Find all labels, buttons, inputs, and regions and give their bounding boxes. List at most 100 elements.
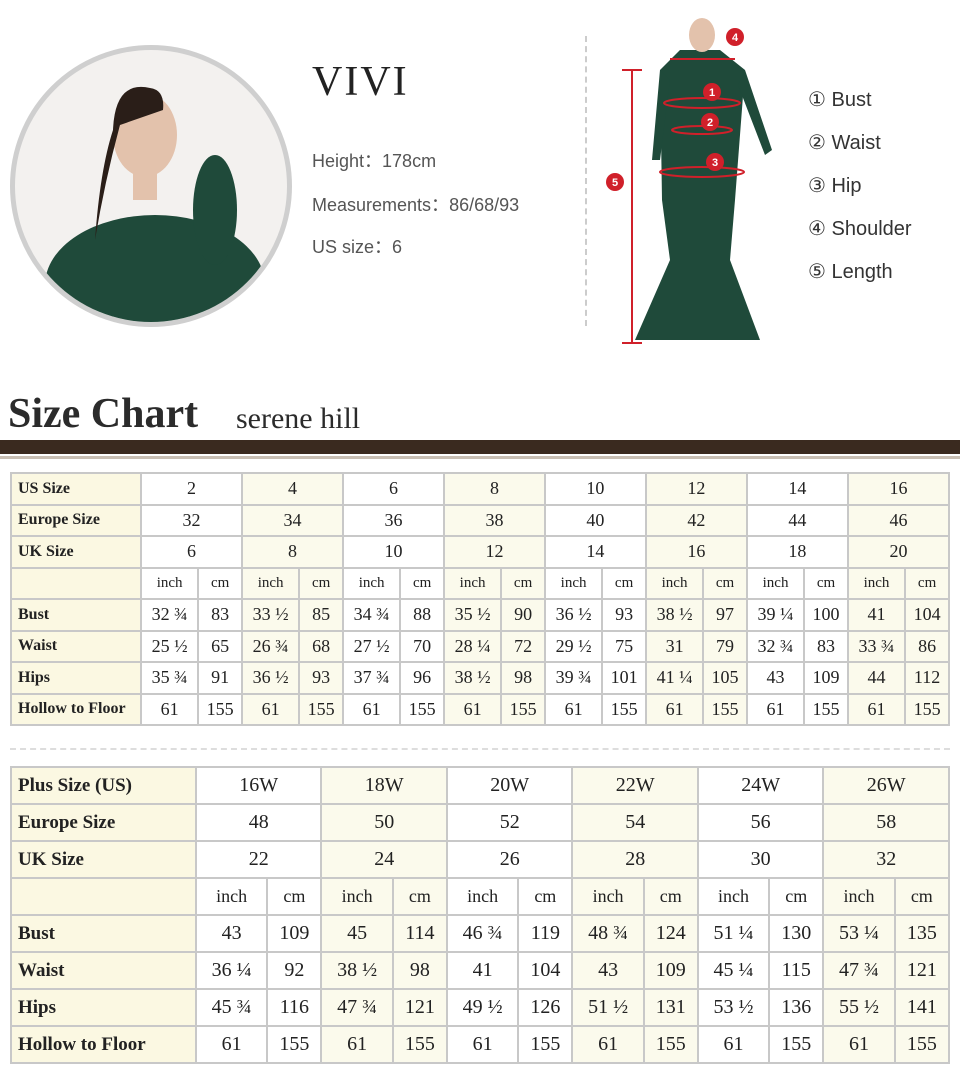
unit-inch: inch [696, 877, 771, 916]
cm-cell: 72 [500, 629, 546, 663]
marker-3 [706, 153, 724, 171]
row-label: Hollow to Floor [10, 1025, 197, 1064]
inch-cell: 32 ¾ [139, 598, 200, 632]
model-name: VIVI [312, 59, 409, 105]
unit-cm: cm [702, 566, 748, 600]
cm-cell: 121 [893, 951, 951, 990]
cm-cell: 92 [266, 951, 323, 990]
cm-cell: 93 [601, 598, 647, 632]
inch-cell: 49 ½ [445, 988, 520, 1027]
cm-cell: 135 [893, 914, 951, 953]
cm-cell: 119 [517, 914, 574, 953]
size-cell: 6 [341, 472, 445, 506]
cm-cell: 79 [702, 629, 748, 663]
unit-cm: cm [500, 566, 546, 600]
row-label: Bust [10, 914, 197, 953]
measurements-value: 86/68/93 [449, 195, 520, 215]
size-cell: 48 [194, 803, 323, 842]
size-cell: 8 [442, 472, 546, 506]
size-cell: 14 [745, 472, 849, 506]
cm-cell: 90 [500, 598, 546, 632]
cm-cell: 114 [391, 914, 448, 953]
inch-cell: 61 [240, 692, 301, 726]
cm-cell: 112 [904, 661, 950, 695]
size-chart-title: Size Chart [8, 391, 199, 437]
size-row: Europe Size 32 34 36 38 40 42 44 46 [10, 503, 951, 537]
cm-cell: 109 [266, 914, 323, 953]
cm-cell: 100 [803, 598, 849, 632]
inch-cell: 37 ¾ [341, 661, 402, 695]
size-row: Europe Size 48 50 52 54 56 58 [10, 803, 950, 842]
cm-cell: 155 [893, 1025, 951, 1064]
legend-shoulder: ④ Shoulder [808, 218, 912, 240]
inch-cell: 41 ¼ [644, 661, 705, 695]
inch-cell: 36 ½ [543, 598, 604, 632]
legend-hip: ③ Hip [808, 175, 862, 197]
inch-cell: 45 ¼ [696, 951, 771, 990]
cm-cell: 116 [266, 988, 323, 1027]
inch-cell: 61 [320, 1025, 394, 1064]
cm-cell: 75 [601, 629, 647, 663]
inch-cell: 33 ¾ [846, 629, 907, 663]
size-cell: 8 [240, 535, 344, 569]
cm-cell: 155 [803, 692, 849, 726]
cm-cell: 91 [197, 661, 243, 695]
size-cell: 12 [644, 472, 748, 506]
inch-cell: 61 [571, 1025, 645, 1064]
size-cell: 46 [846, 503, 951, 537]
measure-row: Waist 25 ½ 65 26 ¾ 68 27 ½ 70 28 ¼ 72 29 ½ 75 31 79 3… [10, 629, 950, 663]
cm-cell: 65 [197, 629, 243, 663]
size-row: UK Size 6 8 10 12 14 16 18 20 [10, 535, 951, 569]
unit-cm: cm [517, 877, 574, 916]
cm-cell: 98 [391, 951, 448, 990]
size-cell: 52 [445, 803, 574, 842]
inch-cell: 33 ½ [240, 598, 301, 632]
brand-name: serene hill [236, 402, 361, 435]
height-label: Height： [312, 151, 383, 171]
cm-cell: 83 [803, 629, 849, 663]
size-cell: 58 [822, 803, 950, 842]
cm-cell: 155 [399, 692, 445, 726]
inch-cell: 61 [194, 1025, 269, 1064]
unit-inch: inch [445, 877, 520, 916]
cm-cell: 155 [904, 692, 950, 726]
us-size-stat: US size：6 [312, 233, 402, 259]
height-stat: Height：178cm [312, 147, 436, 173]
inch-cell: 51 ¼ [696, 914, 771, 953]
measurements-label: Measurements： [312, 195, 450, 215]
cm-cell: 101 [601, 661, 647, 695]
unit-row: inch cm inch cm inch cm inch cm inch cm inch cm inch… [10, 566, 950, 600]
inch-cell: 35 ¾ [139, 661, 200, 695]
marker-2-label: 2 [707, 117, 713, 129]
size-cell: 56 [696, 803, 825, 842]
row-label: Waist [10, 629, 142, 663]
size-cell: 32 [822, 840, 950, 879]
model-photo [10, 45, 292, 327]
height-value: 178cm [382, 151, 437, 171]
unit-inch: inch [543, 566, 604, 600]
inch-cell: 36 ½ [240, 661, 301, 695]
size-cell: 36 [341, 503, 445, 537]
vertical-divider [585, 36, 587, 326]
inch-cell: 61 [644, 692, 705, 726]
size-row: UK Size 22 24 26 28 30 32 [10, 840, 950, 879]
inch-cell: 34 ¾ [341, 598, 402, 632]
inch-cell: 43 [571, 951, 645, 990]
size-cell: 22 [194, 840, 323, 879]
size-cell: 20 [846, 535, 951, 569]
unit-cm: cm [399, 566, 445, 600]
size-cell: 18W [320, 766, 448, 805]
cm-cell: 131 [642, 988, 699, 1027]
unit-inch: inch [240, 566, 301, 600]
size-cell: 34 [240, 503, 344, 537]
inch-cell: 48 ¾ [571, 914, 645, 953]
cm-cell: 70 [399, 629, 445, 663]
size-cell: 2 [140, 472, 243, 506]
row-label: Hips [10, 988, 197, 1027]
inch-cell: 61 [822, 1025, 896, 1064]
cm-cell: 155 [500, 692, 546, 726]
unit-cm: cm [601, 566, 647, 600]
size-cell: 28 [571, 840, 699, 879]
size-row: Plus Size (US) 16W 18W 20W 22W 24W 26W [10, 766, 950, 805]
unit-inch: inch [822, 877, 896, 916]
